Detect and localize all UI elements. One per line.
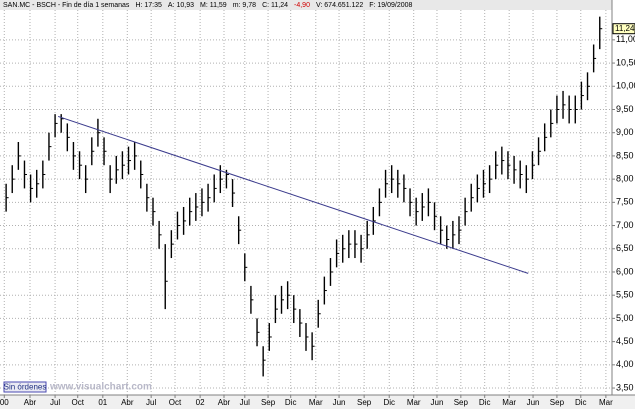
x-tick-label: Jul [50, 398, 60, 407]
header-item: M: 11,59 [200, 2, 227, 9]
y-tick-label: 7,00 [616, 220, 634, 230]
x-tick-label: Jun [527, 398, 540, 407]
header-item: SAN.MC - BSCH - Fin de día 1 semanas [3, 2, 130, 9]
watermark: www.visualchart.com [49, 382, 152, 393]
x-tick-label: Dic [383, 398, 395, 407]
x-tick-label: Sep [454, 398, 469, 407]
last-value-box [612, 23, 635, 35]
x-tick-label: Sep [261, 398, 276, 407]
x-tick-label: Jun [333, 398, 346, 407]
y-tick-label: 8,50 [616, 150, 634, 160]
orders-button-label[interactable]: Sin órdenes [4, 383, 47, 392]
x-tick-label: Mar [407, 398, 421, 407]
y-tick-label: 4,00 [616, 359, 634, 369]
y-tick-label: 7,50 [616, 197, 634, 207]
y-tick-label: 10,50 [616, 57, 635, 67]
y-tick-label: 3,50 [616, 382, 634, 392]
header-item: -4,90 [294, 2, 310, 9]
x-tick-label: Dic [285, 398, 297, 407]
x-tick-label: 00 [0, 398, 9, 407]
x-tick-label: Abr [24, 398, 37, 407]
header-item: V: 674.651.122 [316, 2, 363, 9]
y-tick-label: 4,50 [616, 336, 634, 346]
x-tick-label: Oct [169, 398, 182, 407]
x-tick-label: 02 [196, 398, 205, 407]
x-tick-label: Jul [240, 398, 250, 407]
y-tick-label: 11,00 [616, 34, 635, 44]
y-tick-label: 10,00 [616, 81, 635, 91]
header-item: A: 10,93 [168, 2, 194, 9]
y-tick-label: 6,00 [616, 266, 634, 276]
x-tick-label: Mar [599, 398, 613, 407]
header-item: F: 19/09/2008 [369, 2, 412, 9]
y-tick-label: 9,50 [616, 104, 634, 114]
y-tick-label: 9,00 [616, 127, 634, 137]
trendline [57, 115, 529, 274]
last-value-label: 11,24 [615, 24, 635, 33]
x-axis-band [0, 395, 635, 409]
header-bar [0, 0, 612, 10]
x-tick-label: Jun [431, 398, 444, 407]
x-tick-label: 01 [98, 398, 107, 407]
y-tick-label: 5,50 [616, 290, 634, 300]
x-tick-label: Abr [121, 398, 134, 407]
header-item: m: 9,78 [233, 2, 256, 9]
orders-button[interactable] [3, 381, 47, 393]
x-tick-label: Dic [479, 398, 491, 407]
x-tick-label: Oct [71, 398, 84, 407]
header-item: C: 11,24 [262, 2, 288, 9]
y-tick-label: 5,00 [616, 313, 634, 323]
x-tick-label: Abr [218, 398, 231, 407]
x-tick-label: Jul [146, 398, 156, 407]
y-tick-label: 6,50 [616, 243, 634, 253]
x-tick-label: Dic [575, 398, 587, 407]
x-tick-label: Mar [502, 398, 516, 407]
x-tick-label: Mar [309, 398, 323, 407]
x-tick-label: Sep [550, 398, 565, 407]
header-item: H: 17:35 [135, 2, 162, 9]
x-tick-label: Sep [357, 398, 372, 407]
y-tick-label: 8,00 [616, 174, 634, 184]
